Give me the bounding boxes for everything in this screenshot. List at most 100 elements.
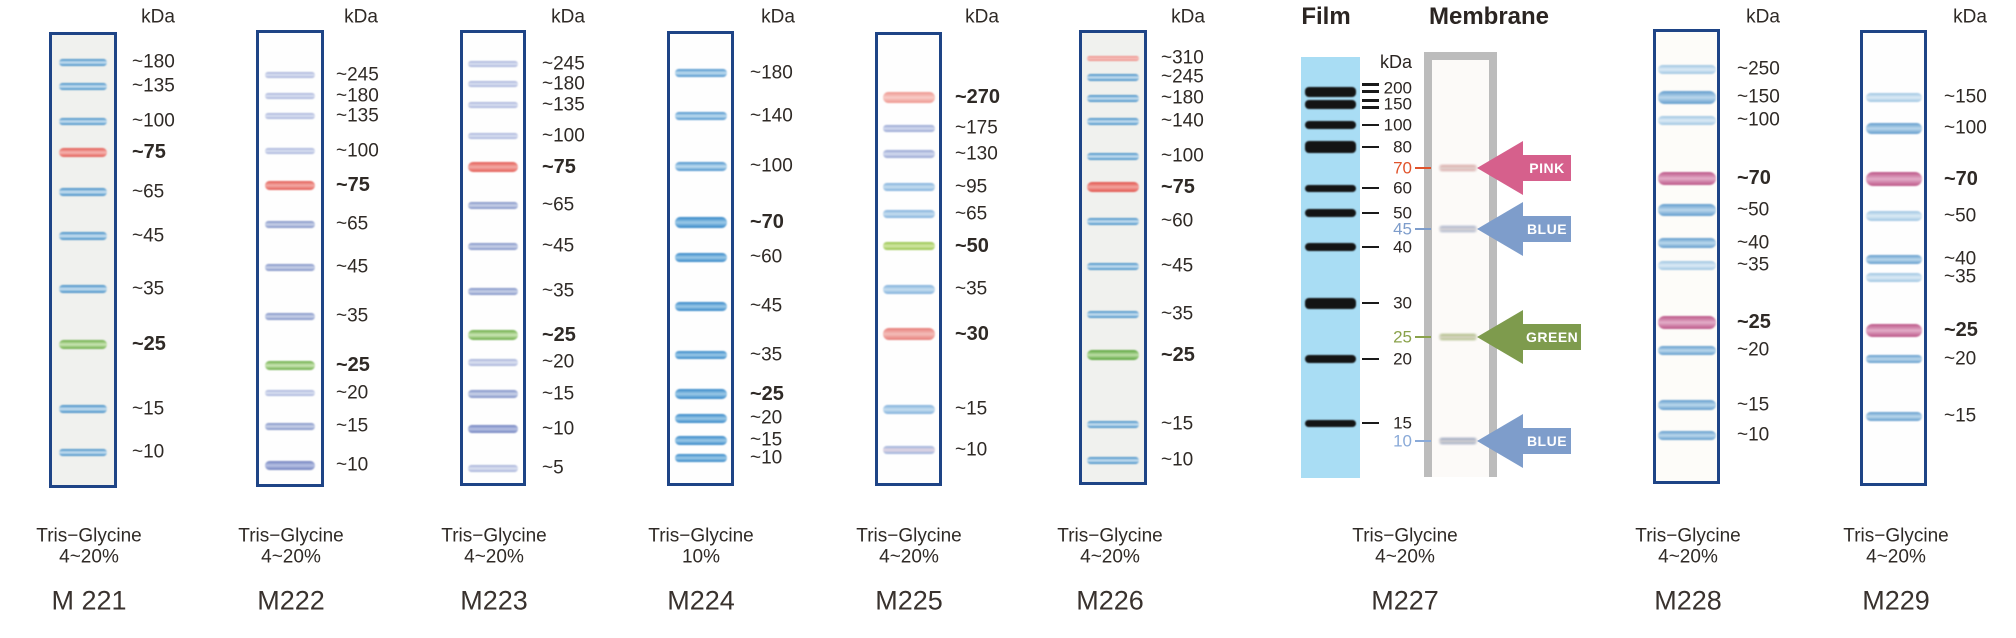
gel-band	[1657, 260, 1716, 270]
lane-gel-type: Tris−Glycine	[238, 525, 344, 547]
lane-gel-type: Tris−Glycine	[36, 525, 142, 547]
arrow-head-icon	[1477, 310, 1523, 364]
band-kda-label: ~70	[750, 211, 784, 233]
gel-band	[59, 232, 107, 240]
kda-unit-header: kDa	[344, 6, 378, 28]
gel-band	[1657, 171, 1716, 185]
gel-lane-box	[460, 30, 526, 486]
scale-color-tick	[1415, 166, 1431, 170]
gel-band	[1657, 430, 1716, 440]
gel-band	[674, 216, 727, 228]
gel-band	[882, 404, 935, 414]
band-kda-label: ~10	[132, 441, 165, 463]
blot-scale-value: 100	[1383, 115, 1412, 135]
gel-band	[265, 72, 315, 78]
band-kda-label: ~25	[1737, 311, 1771, 333]
band-kda-label: ~50	[955, 235, 989, 257]
gel-band	[1087, 262, 1139, 270]
blot-scale-value: 20	[1393, 349, 1412, 369]
gel-band	[468, 390, 518, 398]
band-kda-label: ~25	[336, 354, 370, 376]
gel-band	[882, 150, 935, 158]
kda-unit-header: kDa	[1171, 6, 1205, 28]
gel-band	[674, 389, 727, 399]
band-kda-label: ~180	[750, 62, 793, 84]
gel-band	[1657, 90, 1716, 104]
scale-tick	[1362, 301, 1379, 305]
marker-arrow: GREEN	[1477, 310, 1582, 364]
band-kda-label: ~10	[542, 418, 575, 440]
gel-band	[1657, 204, 1716, 216]
gel-band	[1087, 117, 1139, 125]
film-black-band	[1305, 355, 1356, 363]
gel-band	[674, 161, 727, 171]
lane-gel-type: Tris−Glycine	[856, 525, 962, 547]
band-kda-label: ~10	[1161, 449, 1194, 471]
blot-scale-value: 25	[1393, 327, 1412, 347]
gel-band	[1865, 92, 1922, 102]
film-black-band	[1305, 209, 1356, 217]
gel-band	[1087, 55, 1139, 61]
gel-band	[674, 301, 727, 311]
blot-scale-value: 40	[1393, 237, 1412, 257]
band-kda-label: ~245	[542, 53, 585, 75]
band-kda-label: ~100	[750, 155, 793, 177]
gel-band	[265, 312, 315, 320]
gel-band	[1657, 115, 1716, 125]
gel-lane-box	[1079, 30, 1147, 485]
band-kda-label: ~135	[336, 105, 379, 127]
gel-band	[1087, 350, 1139, 360]
band-kda-label: ~20	[336, 382, 369, 404]
kda-unit-header: kDa	[551, 6, 585, 28]
film-black-band	[1305, 297, 1356, 309]
film-black-band	[1305, 121, 1356, 129]
gel-band	[1865, 323, 1922, 337]
lane-gel-type: Tris−Glycine	[1635, 525, 1741, 547]
band-kda-label: ~245	[1161, 66, 1204, 88]
gel-band	[59, 117, 107, 125]
band-kda-label: ~180	[336, 85, 379, 107]
band-kda-label: ~180	[1161, 87, 1204, 109]
lane-gel-percent: 4~20%	[1080, 546, 1140, 568]
arrow-color-label: GREEN	[1523, 324, 1582, 350]
gel-band	[882, 183, 935, 191]
gel-band	[1657, 64, 1716, 74]
band-kda-label: ~60	[750, 246, 783, 268]
arrow-head-icon	[1477, 141, 1523, 195]
lane-name: M 221	[51, 585, 127, 616]
band-kda-label: ~100	[542, 125, 585, 147]
band-kda-label: ~35	[132, 278, 165, 300]
band-kda-label: ~35	[542, 280, 575, 302]
band-kda-label: ~65	[955, 203, 988, 225]
gel-band	[1087, 217, 1139, 225]
band-kda-label: ~180	[132, 51, 175, 73]
band-kda-label: ~150	[1944, 86, 1987, 108]
blot-scale-value: 60	[1393, 178, 1412, 198]
band-kda-label: ~70	[1737, 167, 1771, 189]
arrow-head-icon	[1477, 202, 1523, 256]
band-kda-label: ~10	[750, 447, 783, 469]
band-kda-label: ~140	[1161, 110, 1204, 132]
lane-gel-percent: 4~20%	[1375, 546, 1435, 568]
gel-band	[59, 147, 107, 157]
lane-name: M223	[460, 585, 528, 616]
gel-band	[1087, 456, 1139, 464]
gel-band	[674, 351, 727, 359]
blot-scale-value: 150	[1383, 94, 1412, 114]
gel-band	[1657, 315, 1716, 329]
gel-band	[265, 148, 315, 154]
band-kda-label: ~100	[1944, 117, 1987, 139]
band-kda-label: ~10	[955, 439, 988, 461]
band-kda-label: ~45	[336, 256, 369, 278]
band-kda-label: ~45	[750, 295, 783, 317]
gel-lane-box	[49, 32, 117, 488]
band-kda-label: ~15	[1737, 394, 1770, 416]
band-kda-label: ~15	[132, 398, 165, 420]
band-kda-label: ~15	[336, 415, 369, 437]
gel-band	[1865, 272, 1922, 282]
band-kda-label: ~40	[1737, 232, 1770, 254]
blot-scale-value: 70	[1393, 158, 1412, 178]
gel-band	[468, 464, 518, 472]
band-kda-label: ~35	[336, 305, 369, 327]
band-kda-label: ~270	[955, 86, 1001, 108]
